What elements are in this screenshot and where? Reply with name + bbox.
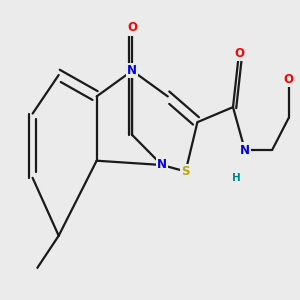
Text: O: O bbox=[234, 47, 244, 60]
Text: O: O bbox=[284, 73, 294, 86]
Text: N: N bbox=[157, 158, 167, 172]
Text: S: S bbox=[181, 165, 190, 178]
Text: H: H bbox=[232, 173, 241, 183]
Text: O: O bbox=[127, 21, 137, 34]
Text: N: N bbox=[240, 143, 250, 157]
Text: N: N bbox=[127, 64, 137, 77]
